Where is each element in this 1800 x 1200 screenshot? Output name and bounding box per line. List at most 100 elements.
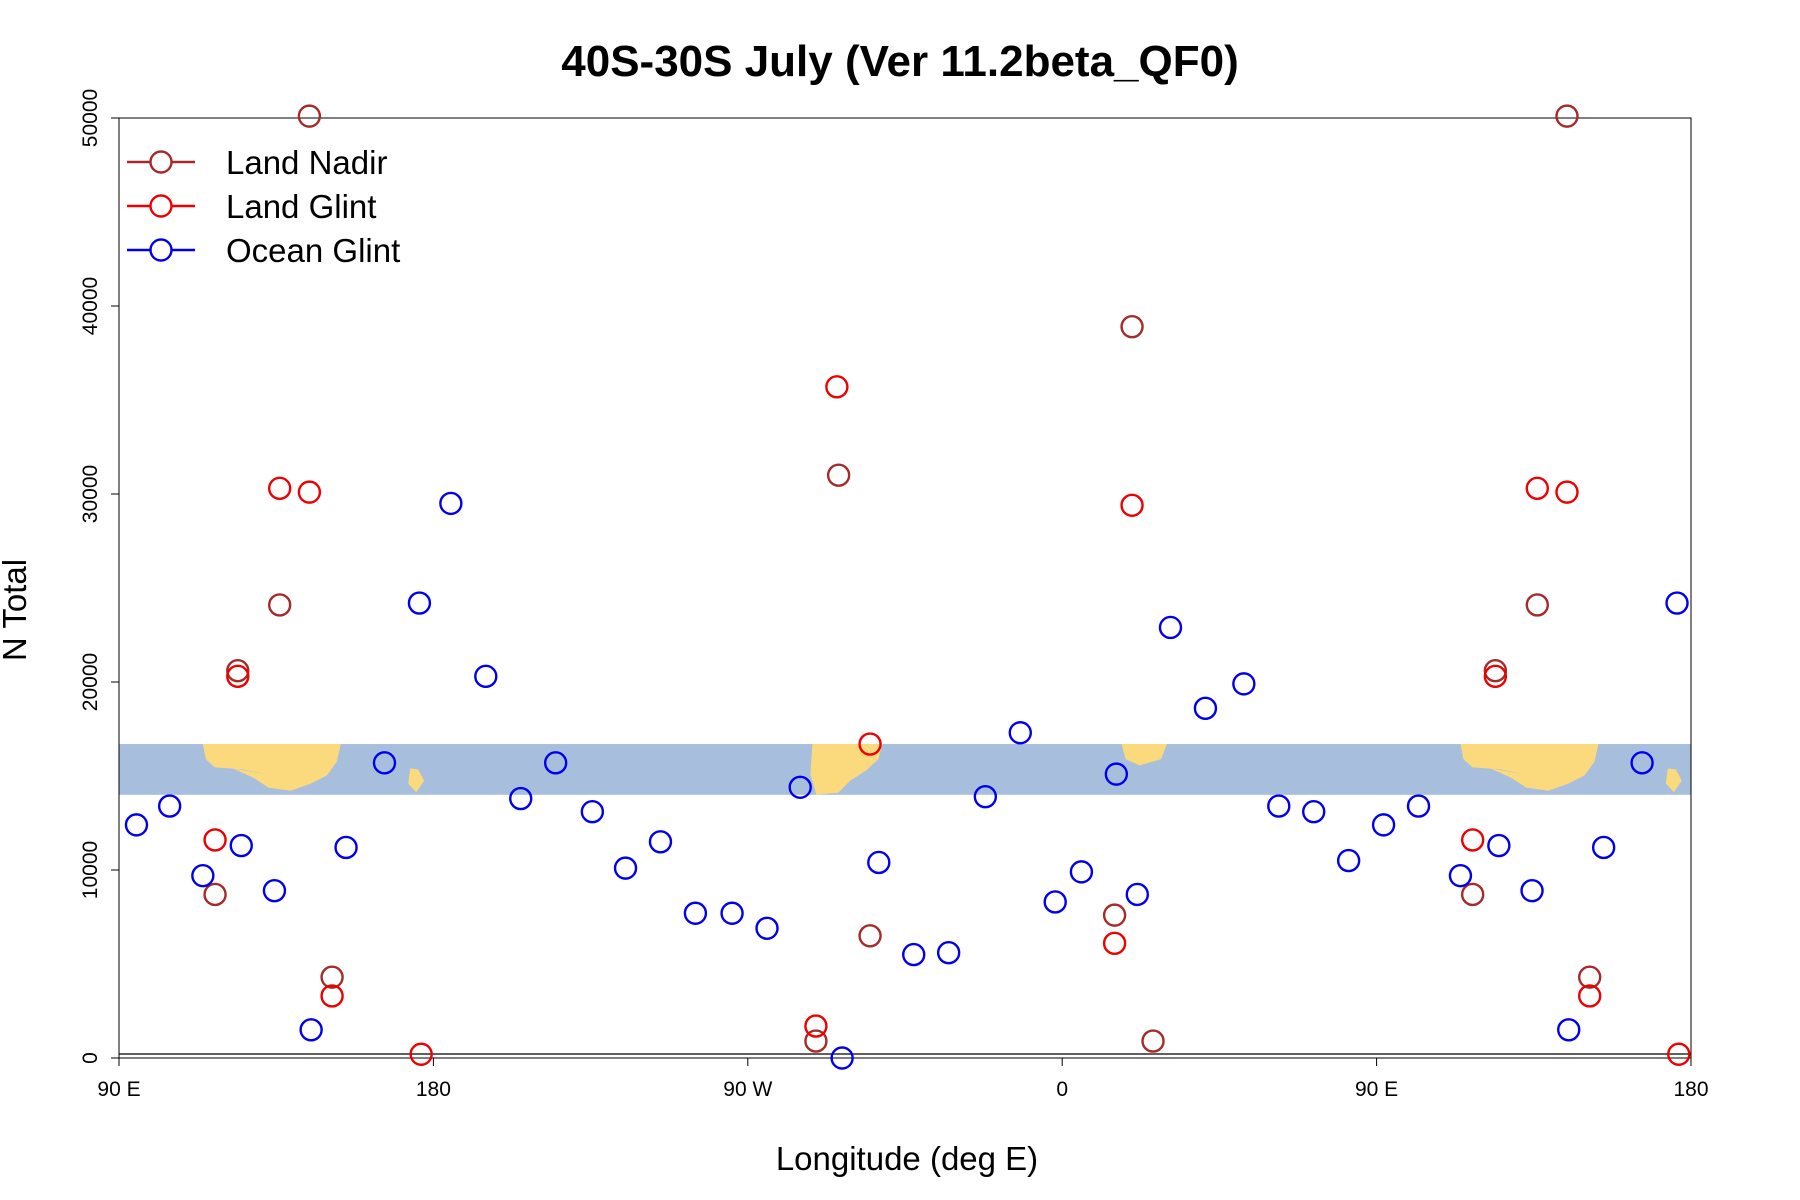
axes: 90 E 180 90 W 0 90 E 180 0 10000 20000 30000 40000… bbox=[79, 89, 1709, 1101]
ocean-glint-point bbox=[755, 916, 779, 940]
ocean-glint-point bbox=[439, 491, 463, 516]
land-glint-point bbox=[1460, 828, 1485, 852]
ocean-glint-point bbox=[1406, 794, 1431, 818]
ocean-glint-point bbox=[830, 1046, 854, 1070]
x-tick-label: 0 bbox=[1056, 1078, 1068, 1101]
ocean-glint-point bbox=[1193, 696, 1218, 721]
x-tick-label: 90 E bbox=[97, 1078, 140, 1101]
plot-frame bbox=[118, 117, 1692, 1059]
y-tick-label: 50000 bbox=[79, 89, 102, 147]
x-tick-label: 90 W bbox=[723, 1078, 772, 1101]
ocean-glint-point bbox=[157, 794, 182, 818]
ocean-glint-point bbox=[1630, 751, 1654, 775]
ocean-glint-point bbox=[1043, 890, 1067, 914]
land-glint-point bbox=[1120, 493, 1144, 517]
y-tick-label: 30000 bbox=[79, 465, 102, 523]
ocean-glint-point bbox=[509, 786, 533, 811]
ocean-glint-point bbox=[1302, 800, 1326, 824]
ocean-glint-point bbox=[543, 751, 568, 775]
land-glint-point bbox=[320, 984, 344, 1008]
legend-marker-land-nadir bbox=[149, 150, 173, 174]
land-nadir-point bbox=[1141, 1029, 1165, 1053]
land-nadir-point bbox=[203, 882, 227, 907]
ocean-glint-point bbox=[1008, 721, 1032, 745]
land-glint-point bbox=[1577, 984, 1602, 1008]
ocean-glint-point bbox=[973, 784, 998, 809]
land-nadir-point bbox=[1555, 104, 1579, 128]
land-nadir-point bbox=[826, 463, 851, 487]
y-tick-label: 20000 bbox=[79, 653, 102, 711]
land-glint-point bbox=[267, 476, 292, 501]
ocean-glint-point bbox=[372, 751, 397, 775]
new-zealand-land bbox=[1665, 768, 1682, 793]
ocean-band bbox=[119, 744, 1691, 795]
land-glint-point bbox=[804, 1014, 828, 1038]
africa-land bbox=[1121, 744, 1167, 766]
land-glint-point bbox=[226, 664, 250, 689]
ocean-glint-point bbox=[1232, 672, 1256, 696]
ocean-glint-point bbox=[1487, 833, 1511, 858]
australia-land bbox=[1460, 744, 1599, 791]
x-tick-label: 180 bbox=[416, 1078, 451, 1101]
land-glint-point bbox=[1102, 931, 1127, 956]
land-glint-point bbox=[1555, 480, 1579, 504]
ocean-glint-point bbox=[613, 856, 638, 880]
ocean-glint-point bbox=[1371, 813, 1396, 837]
land-nadir-point bbox=[1577, 965, 1602, 989]
ocean-glint-point bbox=[1267, 794, 1291, 818]
ocean-glint-point bbox=[1591, 835, 1616, 860]
land-glint-point bbox=[825, 375, 849, 399]
ocean-glint-point bbox=[1069, 860, 1094, 884]
new-zealand-land bbox=[408, 768, 425, 793]
y-axis-label: N Total bbox=[0, 559, 33, 661]
land-glint-point bbox=[1667, 1042, 1691, 1066]
ocean-glint-point bbox=[648, 830, 673, 854]
ocean-glint-point bbox=[407, 591, 432, 615]
land-nadir-point bbox=[1120, 314, 1144, 339]
ocean-glint-point bbox=[262, 878, 287, 903]
y-tick-label: 0 bbox=[79, 1052, 102, 1064]
ocean-glint-point bbox=[902, 942, 926, 967]
ocean-glint-point bbox=[1448, 863, 1473, 888]
ocean-glint-point bbox=[334, 835, 358, 860]
ocean-glint-point bbox=[1336, 848, 1361, 873]
land-glint-point bbox=[1525, 476, 1549, 501]
legend-label-land-nadir: Land Nadir bbox=[226, 144, 387, 181]
land-nadir-point bbox=[320, 965, 344, 989]
chart-title: 40S-30S July (Ver 11.2beta_QF0) bbox=[561, 37, 1239, 86]
ocean-glint-point bbox=[191, 863, 215, 888]
ocean-glint-point bbox=[1158, 615, 1183, 640]
land-glint-point bbox=[409, 1042, 433, 1066]
x-tick-label: 180 bbox=[1673, 1078, 1708, 1101]
ocean-glint-point bbox=[580, 800, 605, 824]
land-nadir-point bbox=[267, 593, 292, 617]
land-nadir-point bbox=[1460, 882, 1485, 907]
land-glint-point bbox=[297, 480, 322, 504]
x-axis-label: Longitude (deg E) bbox=[776, 1140, 1038, 1177]
ocean-glint-point bbox=[229, 833, 253, 858]
land-nadir-point bbox=[226, 659, 250, 683]
land-nadir-point bbox=[297, 104, 322, 128]
ocean-glint-point bbox=[683, 901, 708, 925]
land-nadir-point bbox=[858, 924, 882, 948]
x-tick-label: 90 E bbox=[1355, 1078, 1398, 1101]
land-glint-point bbox=[203, 828, 227, 852]
legend-label-ocean-glint: Ocean Glint bbox=[226, 232, 400, 269]
data-points bbox=[124, 104, 1691, 1070]
ocean-glint-point bbox=[867, 850, 891, 875]
land-nadir-point bbox=[1102, 903, 1127, 927]
land-nadir-point bbox=[1525, 593, 1549, 617]
australia-land bbox=[202, 744, 341, 791]
ocean-glint-point bbox=[1520, 878, 1544, 903]
latitude-band-map bbox=[119, 744, 1691, 795]
ocean-glint-point bbox=[936, 941, 961, 965]
ocean-glint-point bbox=[1665, 591, 1689, 615]
ocean-glint-point bbox=[299, 1018, 323, 1042]
y-tick-label: 40000 bbox=[79, 277, 102, 335]
land-glint-point bbox=[858, 732, 882, 756]
ocean-glint-point bbox=[788, 775, 812, 799]
land-nadir-point bbox=[1483, 659, 1508, 683]
south-america-land bbox=[810, 744, 883, 795]
